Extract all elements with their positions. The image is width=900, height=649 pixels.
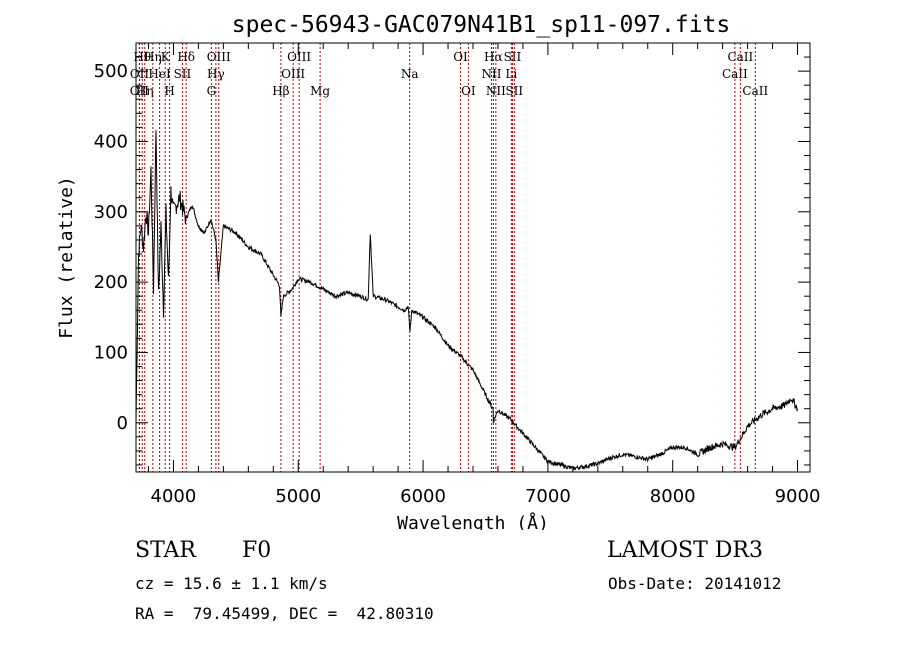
- x-axis-label: Wavelength (Å): [397, 512, 549, 530]
- y-tick-label: 0: [117, 413, 128, 434]
- spectral-line-label: G: [207, 84, 217, 98]
- spectral-line-label: HeI: [148, 67, 171, 81]
- x-tick-label: 4000: [151, 486, 197, 507]
- spectral-line-label: OIII: [281, 67, 305, 81]
- spectral-line-label: CaII: [742, 84, 768, 98]
- spectral-line-label: Hθ: [133, 50, 151, 64]
- y-tick-label: 300: [94, 202, 128, 223]
- x-tick-label: 6000: [400, 486, 446, 507]
- spectral-line-label: Hβ: [272, 84, 289, 98]
- redshift-velocity: cz = 15.6 ± 1.1 km/s: [135, 574, 328, 593]
- x-tick-label: 5000: [275, 486, 321, 507]
- spectral-line-label: OII: [130, 67, 150, 81]
- spectral-line-label: Hη: [136, 84, 154, 98]
- x-tick-label: 8000: [650, 486, 696, 507]
- spectral-line-label: H: [164, 84, 174, 98]
- spectral-line-label: Li: [505, 67, 517, 81]
- spectral-line-label: OI: [453, 50, 468, 64]
- spectral-line-label: Mg: [310, 84, 330, 98]
- spectral-line-label: Hδ: [177, 50, 195, 64]
- spectral-line-label: OIII: [287, 50, 311, 64]
- spectral-line-label: CaII: [727, 50, 753, 64]
- object-class: STAR: [135, 538, 196, 563]
- spectral-line-label: Hγ: [207, 67, 225, 81]
- spectral-line-label: NII: [486, 84, 506, 98]
- spectral-line-label: K: [161, 50, 171, 64]
- spectrum-chart: spec-56943-GAC079N41B1_sp11-097.fits Hθ OI…: [56, 12, 821, 530]
- spectral-line-label: SII: [504, 50, 522, 64]
- y-tick-label: 400: [94, 131, 128, 152]
- spectral-line-label: Hη: [144, 50, 162, 64]
- spectral-line-label: Hα: [484, 50, 503, 64]
- chart-title: spec-56943-GAC079N41B1_sp11-097.fits: [232, 12, 731, 38]
- spectrum-line: [135, 130, 798, 471]
- spectral-line-label: SII: [505, 84, 523, 98]
- y-tick-label: 500: [94, 61, 128, 82]
- spectral-line-label: OIII: [207, 50, 231, 64]
- spectral-line-label: OI: [461, 84, 476, 98]
- survey-label: LAMOST DR3: [607, 538, 763, 563]
- observation-date: Obs-Date: 20141012: [608, 574, 782, 593]
- plot-frame: [135, 42, 811, 473]
- spectral-line-label: NII: [481, 67, 501, 81]
- sky-coordinates: RA = 79.45499, DEC = 42.80310: [135, 604, 434, 623]
- x-tick-label: 9000: [775, 486, 821, 507]
- y-axis-label: Flux (relative): [56, 176, 77, 339]
- spectral-line-label: CaII: [722, 67, 748, 81]
- y-tick-label: 100: [94, 342, 128, 363]
- spectral-line-label: SII: [174, 67, 192, 81]
- object-subclass: F0: [242, 538, 272, 563]
- spectral-line-label: Na: [401, 67, 419, 81]
- y-tick-label: 200: [94, 272, 128, 293]
- x-tick-label: 7000: [525, 486, 571, 507]
